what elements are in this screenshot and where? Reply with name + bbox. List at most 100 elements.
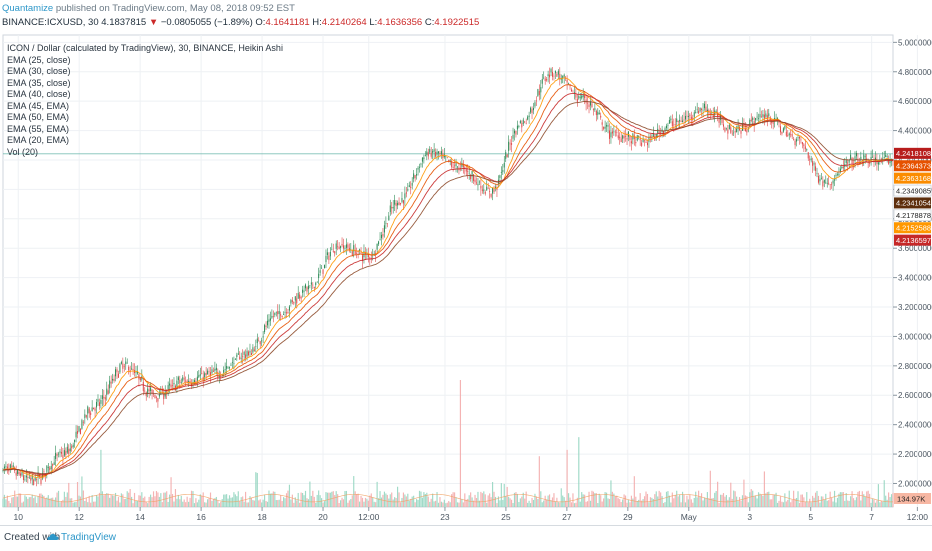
- volume-bar: [274, 491, 276, 507]
- candle-body: [652, 132, 654, 137]
- candle-body: [888, 160, 890, 164]
- volume-bar: [544, 495, 546, 507]
- candle-body: [321, 267, 323, 269]
- volume-bar: [443, 499, 445, 507]
- candle-body: [747, 129, 749, 131]
- candle-body: [480, 185, 482, 189]
- volume-bar: [741, 495, 744, 507]
- legend-ema-20[interactable]: EMA (20, EMA): [7, 135, 70, 145]
- symbol-header: BINANCE:ICXUSD, 30 4.1837815 ▼ −0.080505…: [2, 17, 479, 31]
- candle-body: [305, 284, 307, 289]
- candle-body: [483, 189, 485, 192]
- price-change: −0.0805055 (−1.89%): [160, 17, 253, 28]
- volume-bar: [766, 492, 768, 507]
- volume-bar: [696, 497, 698, 507]
- volume-bar: [375, 502, 377, 507]
- volume-bar: [528, 500, 530, 507]
- volume-bar: [718, 502, 720, 507]
- candle-body: [644, 140, 646, 142]
- tradingview-link[interactable]: TradingView: [61, 532, 117, 543]
- volume-bar: [591, 490, 593, 507]
- candle-body: [518, 126, 520, 128]
- legend-ema-50[interactable]: EMA (50, EMA): [7, 112, 70, 122]
- volume-bar: [776, 502, 779, 507]
- candle-body: [771, 120, 773, 124]
- volume-bar: [607, 498, 609, 507]
- volume-bar: [78, 495, 80, 507]
- candle-body: [563, 74, 565, 77]
- candle-body: [506, 154, 508, 158]
- author-link[interactable]: Quantamize: [2, 3, 54, 14]
- volume-bar: [567, 493, 570, 507]
- ohlc-low-label: L:: [369, 17, 378, 28]
- candle-body: [12, 465, 14, 468]
- volume-bar: [31, 494, 33, 507]
- candle-body: [798, 136, 800, 139]
- candle-body: [613, 131, 615, 133]
- candle-body: [280, 314, 282, 316]
- volume-bar: [826, 500, 828, 507]
- candle-body: [205, 372, 207, 375]
- volume-bar: [709, 470, 711, 507]
- legend-ema-55[interactable]: EMA (55, EMA): [7, 123, 70, 134]
- candle-body: [369, 257, 371, 259]
- legend-volume[interactable]: Vol (20): [7, 146, 39, 157]
- volume-bar: [151, 497, 153, 507]
- candle-body: [633, 135, 635, 139]
- volume-bar: [224, 494, 226, 507]
- candle-body: [626, 138, 628, 140]
- candle-body: [212, 370, 214, 372]
- candle-body: [502, 170, 504, 172]
- candle-body: [731, 133, 733, 135]
- legend-ema-25[interactable]: EMA (25, close): [7, 54, 71, 65]
- volume-bar: [329, 492, 331, 507]
- volume-bar: [608, 498, 611, 507]
- candle-body: [272, 316, 274, 317]
- legend-ema-40[interactable]: EMA (40, close): [7, 89, 71, 99]
- volume-bar: [721, 494, 723, 507]
- candle-body: [21, 472, 23, 476]
- x-tick-label: 12:00: [358, 512, 380, 522]
- volume-bar: [310, 495, 312, 507]
- volume-bar: [845, 493, 847, 507]
- volume-bar: [398, 492, 400, 507]
- legend-ema-30[interactable]: EMA (30, close): [7, 66, 71, 76]
- volume-bar: [43, 495, 45, 507]
- legend-main-series[interactable]: ICON / Dollar (calculated by TradingView…: [7, 43, 283, 53]
- volume-bar: [28, 497, 30, 507]
- candle-body: [63, 450, 65, 456]
- volume-bar: [107, 493, 109, 507]
- volume-bar: [74, 502, 76, 507]
- candle-body: [432, 150, 434, 153]
- volume-bar: [357, 493, 359, 507]
- volume-bar: [306, 498, 308, 507]
- candle-body: [728, 124, 730, 130]
- candle-body: [880, 158, 882, 160]
- volume-bar: [719, 494, 722, 507]
- candle-body: [544, 78, 546, 81]
- candle-body: [84, 414, 86, 419]
- volume-bar: [765, 493, 767, 507]
- legend-ema-45[interactable]: EMA (45, EMA): [7, 100, 70, 111]
- y-tick-label: 4.4000000: [898, 127, 932, 136]
- volume-bar: [359, 501, 361, 507]
- legend-ema-35[interactable]: EMA (35, close): [7, 77, 71, 88]
- candle-body: [335, 243, 337, 249]
- volume-bar: [230, 497, 232, 507]
- candle-body: [788, 133, 790, 136]
- price-label-box: [894, 222, 931, 234]
- volume-bar: [262, 499, 264, 507]
- candle-body: [22, 475, 24, 480]
- candle-body: [756, 116, 758, 118]
- candle-body: [663, 130, 665, 135]
- candle-body: [766, 115, 768, 120]
- candle-body: [144, 390, 146, 392]
- ema-layer: [2, 77, 894, 503]
- price-chart[interactable]: 5.00000004.80000004.60000004.40000004.20…: [0, 0, 932, 525]
- volume-bar: [30, 497, 32, 507]
- candle-body: [451, 161, 453, 167]
- x-tick-label: 14: [135, 512, 145, 522]
- volume-bar: [169, 494, 171, 507]
- candle-body: [193, 380, 195, 383]
- volume-bar: [801, 494, 803, 507]
